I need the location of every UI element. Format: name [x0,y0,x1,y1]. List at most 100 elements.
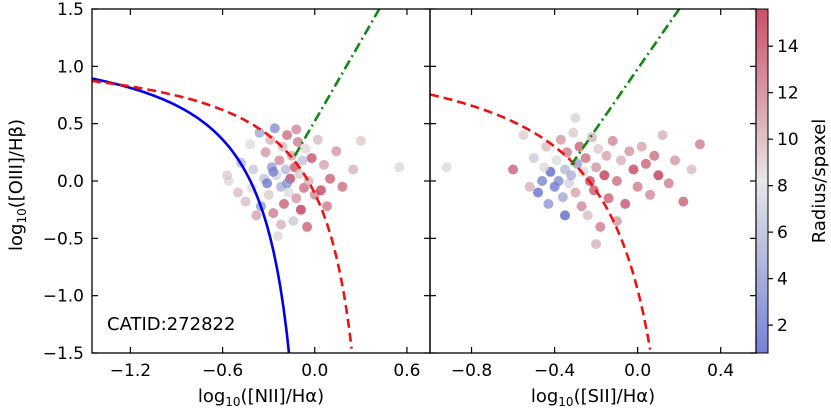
data-point-nii-32 [297,155,308,166]
data-point-sii-35 [603,193,614,204]
data-point-sii-24 [578,166,589,177]
data-point-nii-9 [260,147,271,158]
data-point-nii-28 [291,193,302,204]
data-point-sii-12 [553,176,564,186]
data-point-sii-0 [441,162,452,173]
data-point-sii-8 [543,198,554,209]
data-point-sii-50 [670,155,680,166]
curve-sii-kewley-2001 [430,93,652,350]
data-point-sii-41 [628,164,639,175]
data-point-sii-25 [580,153,591,164]
data-point-nii-54 [233,187,243,198]
x-tick-label-nii-0: −1.2 [110,361,151,381]
data-point-sii-33 [599,170,610,181]
data-point-sii-19 [568,127,579,138]
data-point-nii-51 [276,219,286,230]
data-point-nii-30 [294,169,305,180]
data-point-sii-2 [518,130,529,141]
data-point-sii-43 [636,141,647,152]
data-point-sii-17 [564,178,575,189]
x-tick-label-nii-2: 0.0 [301,361,328,381]
data-point-sii-48 [657,130,668,141]
data-point-nii-7 [254,127,265,138]
colorbar-label: Radius/spaxel [809,119,830,243]
data-point-sii-23 [576,201,587,212]
data-point-sii-32 [595,221,606,232]
data-point-nii-41 [319,159,329,170]
data-point-sii-56 [591,239,602,250]
panel-sii: −0.8 −0.4 0.0 0.4 log10([SII]/Hα) [430,9,734,409]
data-point-sii-44 [640,158,651,169]
data-point-sii-14 [557,192,568,203]
data-point-sii-58 [570,112,581,123]
colorbar-tick-label-0: 2 [777,316,788,336]
data-point-sii-30 [591,162,602,173]
x-axis-label-nii: log10([NII]/Hα) [198,386,324,409]
data-point-sii-55 [539,162,550,173]
data-point-nii-26 [288,216,299,227]
data-point-nii-52 [282,178,293,189]
x-tick-label-sii-3: 0.4 [707,361,734,381]
data-point-sii-13 [555,134,566,145]
data-point-nii-55 [291,124,302,135]
colorbar-tick-label-2: 6 [777,223,788,243]
data-point-nii-47 [355,135,366,146]
data-point-nii-4 [248,164,259,175]
y-axis-label: log10([OIII]/Hβ) [6,119,29,251]
curve-sii-seyfert-liner [570,9,681,166]
data-point-nii-50 [268,166,279,177]
data-point-nii-22 [282,130,293,141]
data-point-nii-42 [322,201,333,212]
data-point-sii-36 [607,135,618,146]
curve-nii-seyfert-liner [293,9,381,157]
y-tick-label-4: −0.5 [43,229,84,249]
x-tick-label-nii-1: −0.6 [202,361,243,381]
x-tick-label-sii-2: 0.0 [624,361,651,381]
colorbar-ticks: 2 4 6 8 10 12 14 [768,37,799,336]
colorbar: 2 4 6 8 10 12 14 Radius/spaxel [755,8,830,354]
data-point-nii-20 [279,198,289,209]
x-tick-label-sii-0: −0.8 [451,361,492,381]
data-point-nii-16 [272,231,283,241]
data-point-nii-1 [222,170,233,181]
y-tick-label-5: −1.0 [43,287,84,307]
colorbar-tick-label-4: 10 [777,130,799,150]
data-point-nii-39 [312,134,323,145]
data-point-sii-26 [582,210,593,221]
points-nii [222,123,405,241]
data-point-nii-44 [331,146,342,157]
data-point-nii-56 [394,162,405,173]
data-point-sii-20 [570,187,581,198]
data-point-nii-35 [302,221,313,232]
data-point-sii-51 [678,196,689,207]
data-point-sii-1 [508,164,519,175]
data-point-nii-34 [300,143,311,154]
data-point-sii-46 [649,150,660,161]
data-point-nii-6 [251,210,262,221]
data-point-sii-11 [551,155,562,166]
data-point-sii-5 [533,187,543,198]
colorbar-gradient [755,8,769,354]
colorbar-tick-label-3: 8 [777,177,788,197]
data-point-nii-37 [306,153,317,164]
data-point-sii-3 [524,181,535,192]
data-point-sii-31 [593,143,604,154]
data-point-nii-13 [268,208,279,219]
data-point-sii-18 [566,170,577,181]
data-point-sii-49 [663,178,674,189]
x-tick-label-nii-3: 0.6 [393,361,420,381]
data-point-nii-31 [295,204,306,215]
points-sii [441,112,705,250]
data-point-sii-47 [653,170,664,181]
x-tick-label-sii-1: −0.4 [534,361,575,381]
data-point-nii-45 [337,181,348,192]
curves-nii [92,9,381,353]
y-tick-label-1: 1.0 [57,57,84,77]
y-tick-label-6: −1.5 [43,344,84,364]
data-point-sii-40 [624,146,635,157]
y-tick-label-0: 1.5 [57,0,84,20]
data-point-sii-6 [537,176,548,186]
data-point-nii-23 [283,187,294,198]
data-point-sii-45 [645,189,656,200]
